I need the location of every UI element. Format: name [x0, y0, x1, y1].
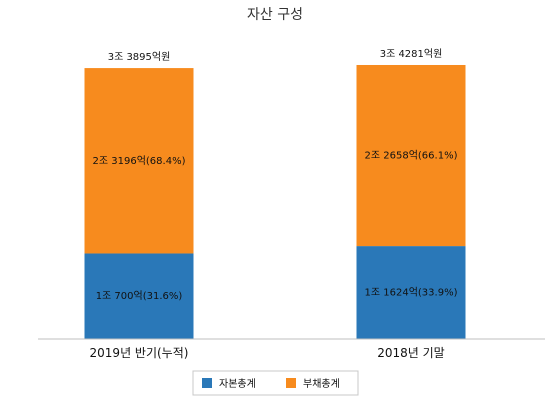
legend-box: [192, 370, 359, 396]
bar-segment-equity-1: [356, 246, 466, 339]
bar-segment-liabilities-1: [356, 64, 466, 247]
category-label-1: 2018년 기말: [377, 346, 444, 360]
segment-label-equity-1: 1조 1624억(33.9%): [365, 287, 458, 299]
category-label-0: 2019년 반기(누적): [90, 346, 189, 360]
category-labels: 2019년 반기(누적) 2018년 기말: [90, 346, 445, 360]
total-label-0: 3조 3895억원: [108, 51, 171, 63]
legend-label-liabilities: 부채총계: [303, 378, 340, 390]
chart-title: 자산 구성: [247, 7, 303, 23]
segment-label-liabilities-1: 2조 2658억(66.1%): [365, 150, 458, 162]
legend-label-equity: 자본총계: [219, 378, 256, 390]
segment-label-equity-0: 1조 700억(31.6%): [96, 290, 183, 302]
total-label-1: 3조 4281억원: [380, 48, 443, 60]
bar-segment-liabilities-0: [84, 68, 194, 254]
legend: 자본총계 부채총계: [192, 370, 359, 396]
bar-segment-equity-0: [84, 253, 194, 339]
bars-group: 1조 700억(31.6%) 2조 3196억(68.4%) 3조 3895억원 1조…: [84, 48, 466, 339]
legend-swatch-equity: [202, 378, 212, 388]
segment-label-liabilities-0: 2조 3196억(68.4%): [93, 155, 186, 167]
legend-swatch-liabilities: [286, 378, 296, 388]
